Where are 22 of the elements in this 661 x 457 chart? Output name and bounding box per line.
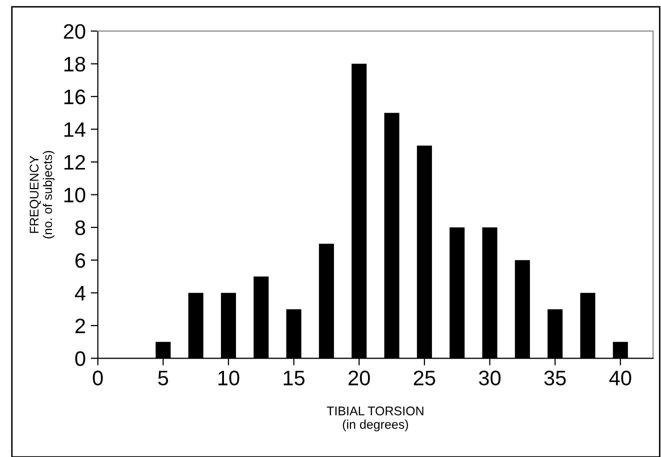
y-tick-label: 12 — [64, 154, 85, 170]
y-tick-label: 10 — [64, 188, 86, 202]
x-axis-title: TIBIAL TORSION (in degrees) — [326, 406, 424, 432]
y-axis-title: FREQUENCY (no. of subjects) — [30, 150, 55, 238]
x-tick-label: 5 — [158, 370, 168, 386]
y-tick-label: 14 — [64, 122, 86, 137]
y-tick-label: 18 — [64, 56, 86, 72]
y-tick-label: 8 — [75, 220, 86, 236]
y-tick-label: 20 — [64, 24, 86, 39]
x-tick-label: 25 — [414, 370, 436, 386]
x-tick-label: 20 — [348, 370, 370, 386]
x-tick-label: 40 — [609, 370, 632, 386]
x-tick-label: 10 — [218, 370, 240, 386]
y-tick-label: 4 — [74, 286, 86, 300]
y-tick-label: 0 — [75, 351, 86, 366]
y-tick-label: 6 — [75, 253, 86, 268]
y-tick-label: 16 — [64, 90, 86, 104]
y-tick-label: 2 — [75, 318, 85, 334]
x-tick-label: 15 — [284, 370, 305, 386]
x-tick-label: 35 — [544, 370, 566, 386]
x-tick-label: 0 — [92, 370, 103, 386]
x-tick-label: 30 — [478, 370, 501, 386]
